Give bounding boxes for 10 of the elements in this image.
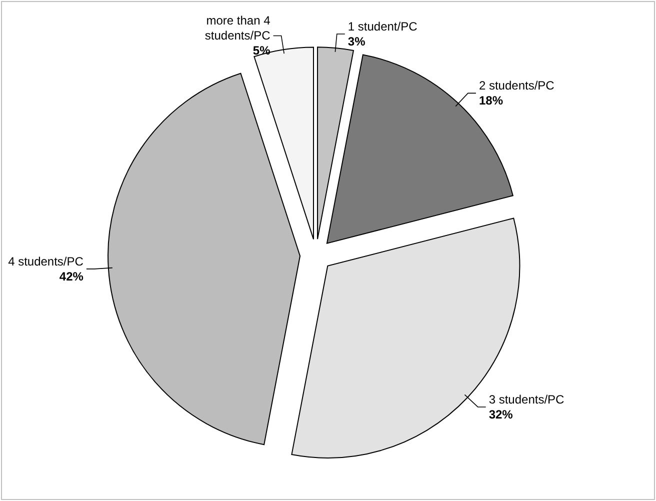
slice-label: 1 student/PC xyxy=(348,19,418,34)
slice-label: more than 4 students/PC xyxy=(204,14,271,43)
data-label: 3% xyxy=(348,34,366,48)
data-label: 5% xyxy=(252,44,271,58)
data-label: 42% xyxy=(59,269,84,284)
data-label: 32% xyxy=(488,407,514,422)
slice-label: 2 students/PC xyxy=(478,78,555,93)
data-label: 18% xyxy=(478,94,504,108)
slice-label: 4 students/PC xyxy=(8,254,84,268)
slice-label: 3 students/PC xyxy=(488,392,565,406)
